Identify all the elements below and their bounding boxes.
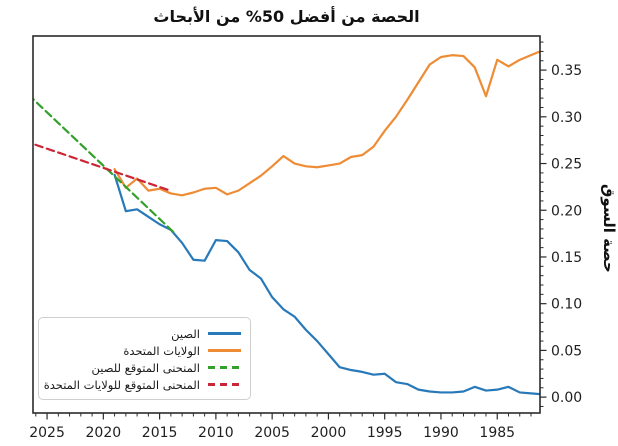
y-tick-label: 0.05 bbox=[551, 343, 582, 359]
x-tick-label: 2020 bbox=[86, 425, 122, 441]
legend-item-us-projection: المنحنى المتوقع للولايات المتحدة bbox=[44, 376, 241, 393]
x-tick-label: 2000 bbox=[311, 425, 347, 441]
y-tick-label: 0.30 bbox=[551, 110, 582, 126]
x-tick-label: 1990 bbox=[423, 425, 459, 441]
series-line-3 bbox=[33, 142, 169, 191]
legend-item-china-projection: المنحنى المتوقع للصين bbox=[48, 359, 241, 376]
x-tick-label: 2025 bbox=[29, 425, 65, 441]
legend-label-united-states: الولايات المتحدة bbox=[123, 343, 200, 358]
legend-item-united-states: الولايات المتحدة bbox=[48, 342, 241, 359]
china-projection-swatch-icon bbox=[208, 366, 241, 369]
y-tick-label: 0.25 bbox=[551, 157, 582, 173]
x-tick-label: 2015 bbox=[142, 425, 178, 441]
chart-title: الحصة من أفضل 50% من الأبحاث bbox=[153, 7, 420, 26]
y-tick-label: 0.15 bbox=[551, 250, 582, 266]
y-tick-label: 0.35 bbox=[551, 63, 582, 79]
legend-label-us-projection: المنحنى المتوقع للولايات المتحدة bbox=[43, 377, 200, 392]
series-line-2 bbox=[33, 97, 175, 233]
china-line-swatch-icon bbox=[208, 332, 241, 335]
x-tick-label: 1985 bbox=[479, 425, 515, 441]
y-axis-title: حصة السوق bbox=[600, 183, 618, 273]
x-tick-label: 1995 bbox=[367, 425, 403, 441]
legend-label-china-projection: المنحنى المتوقع للصين bbox=[91, 360, 201, 375]
legend: الصين الولايات المتحدة المنحنى المتوقع ل… bbox=[38, 317, 251, 400]
x-tick-label: 2010 bbox=[198, 425, 234, 441]
legend-item-china: الصين bbox=[48, 325, 241, 342]
y-tick-label: 0.00 bbox=[551, 390, 582, 406]
us-line-swatch-icon bbox=[208, 349, 241, 352]
y-tick-label: 0.10 bbox=[551, 297, 582, 313]
plot-frame bbox=[32, 35, 541, 414]
y-tick-label: 0.20 bbox=[551, 203, 582, 219]
x-tick-label: 2005 bbox=[254, 425, 290, 441]
legend-label-china: الصين bbox=[171, 326, 200, 341]
us-projection-swatch-icon bbox=[208, 383, 241, 386]
series-line-1 bbox=[113, 50, 540, 197]
series-line-0 bbox=[113, 173, 540, 396]
